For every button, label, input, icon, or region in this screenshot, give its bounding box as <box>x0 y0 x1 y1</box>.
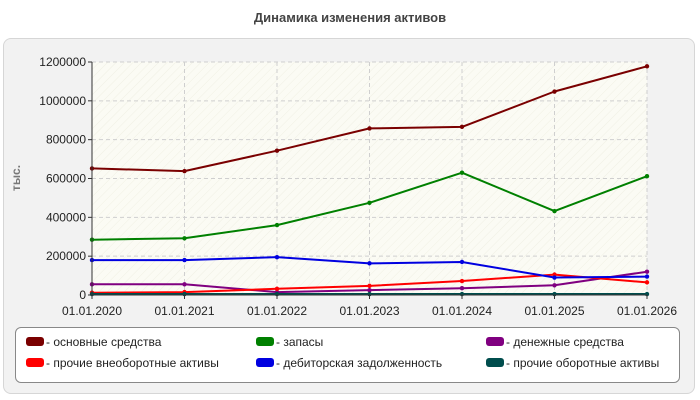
series-point-4 <box>274 254 280 260</box>
legend-swatch <box>486 358 504 368</box>
axis-layer: 0 200000 400000 600000 800000 1000000 1200000 0… <box>39 55 677 318</box>
grid-layer <box>92 61 648 295</box>
series-point-1 <box>459 170 465 175</box>
series-point-0 <box>459 124 465 130</box>
y-tick-label: 1000000 <box>39 94 86 108</box>
y-tick-label: 0 <box>79 288 86 302</box>
y-tick-label: 400000 <box>46 210 86 224</box>
series-point-1 <box>274 222 280 228</box>
series-layer <box>89 64 650 297</box>
y-tick-label: 800000 <box>46 133 86 147</box>
series-point-4 <box>552 275 557 280</box>
series-point-2 <box>367 287 372 293</box>
legend-swatch <box>486 337 504 347</box>
legend-label: - прочие оборотные активы <box>506 356 660 370</box>
x-tick-label: 01.01.2021 <box>154 304 214 318</box>
series-point-1 <box>552 208 557 214</box>
series-point-0 <box>367 126 372 131</box>
x-tick-label: 01.01.2023 <box>339 304 399 318</box>
x-tick-label: 01.01.2025 <box>524 304 584 318</box>
legend-item: - дебиторская задолженность <box>256 356 442 370</box>
y-tick-label: 200000 <box>46 249 86 263</box>
legend-label: - дебиторская задолженность <box>276 356 443 370</box>
legend-label: - запасы <box>276 335 324 349</box>
series-point-3 <box>367 283 372 289</box>
legend-swatch <box>256 358 274 368</box>
series-point-2 <box>552 283 557 288</box>
legend-item: - основные средства <box>26 335 161 349</box>
legend-item: - запасы <box>256 335 323 349</box>
series-point-0 <box>274 148 280 153</box>
series-point-4 <box>367 261 372 266</box>
x-tick-label: 01.01.2020 <box>62 304 122 318</box>
legend: - основные средства - запасы - денежные ср… <box>15 327 680 383</box>
series-point-2 <box>182 282 187 287</box>
legend-swatch <box>26 337 44 347</box>
legend-swatch <box>26 358 44 368</box>
series-point-3 <box>274 286 280 291</box>
series-point-1 <box>182 236 187 241</box>
plot-svg: 0 200000 400000 600000 800000 1000000 1200000 0… <box>9 55 677 318</box>
series-point-2 <box>644 269 650 274</box>
series-point-3 <box>644 280 650 285</box>
series-point-4 <box>182 257 187 263</box>
legend-label: - прочие внеоборотные активы <box>46 356 219 370</box>
x-tick-label: 01.01.2024 <box>432 304 492 318</box>
y-tick-label: 600000 <box>46 172 86 186</box>
legend-swatch <box>256 337 274 347</box>
series-point-0 <box>182 168 187 174</box>
y-axis-label: тыс. <box>9 165 23 191</box>
legend-label: - денежные средства <box>506 335 624 349</box>
legend-item: - прочие внеоборотные активы <box>26 356 219 370</box>
y-tick-label: 1200000 <box>39 55 86 69</box>
series-point-4 <box>459 259 465 265</box>
legend-label: - основные средства <box>46 335 162 349</box>
chart-title: Динамика изменения активов <box>253 10 447 25</box>
legend-item: - прочие оборотные активы <box>486 356 659 370</box>
x-tick-label: 01.01.2026 <box>617 304 677 318</box>
series-point-2 <box>459 286 465 291</box>
series-point-3 <box>459 278 465 284</box>
series-point-0 <box>552 89 557 94</box>
x-tick-label: 01.01.2022 <box>247 304 307 318</box>
legend-item: - денежные средства <box>486 335 624 349</box>
series-point-0 <box>644 64 650 69</box>
series-point-1 <box>367 200 372 205</box>
series-point-4 <box>644 274 650 279</box>
series-point-1 <box>644 173 650 179</box>
